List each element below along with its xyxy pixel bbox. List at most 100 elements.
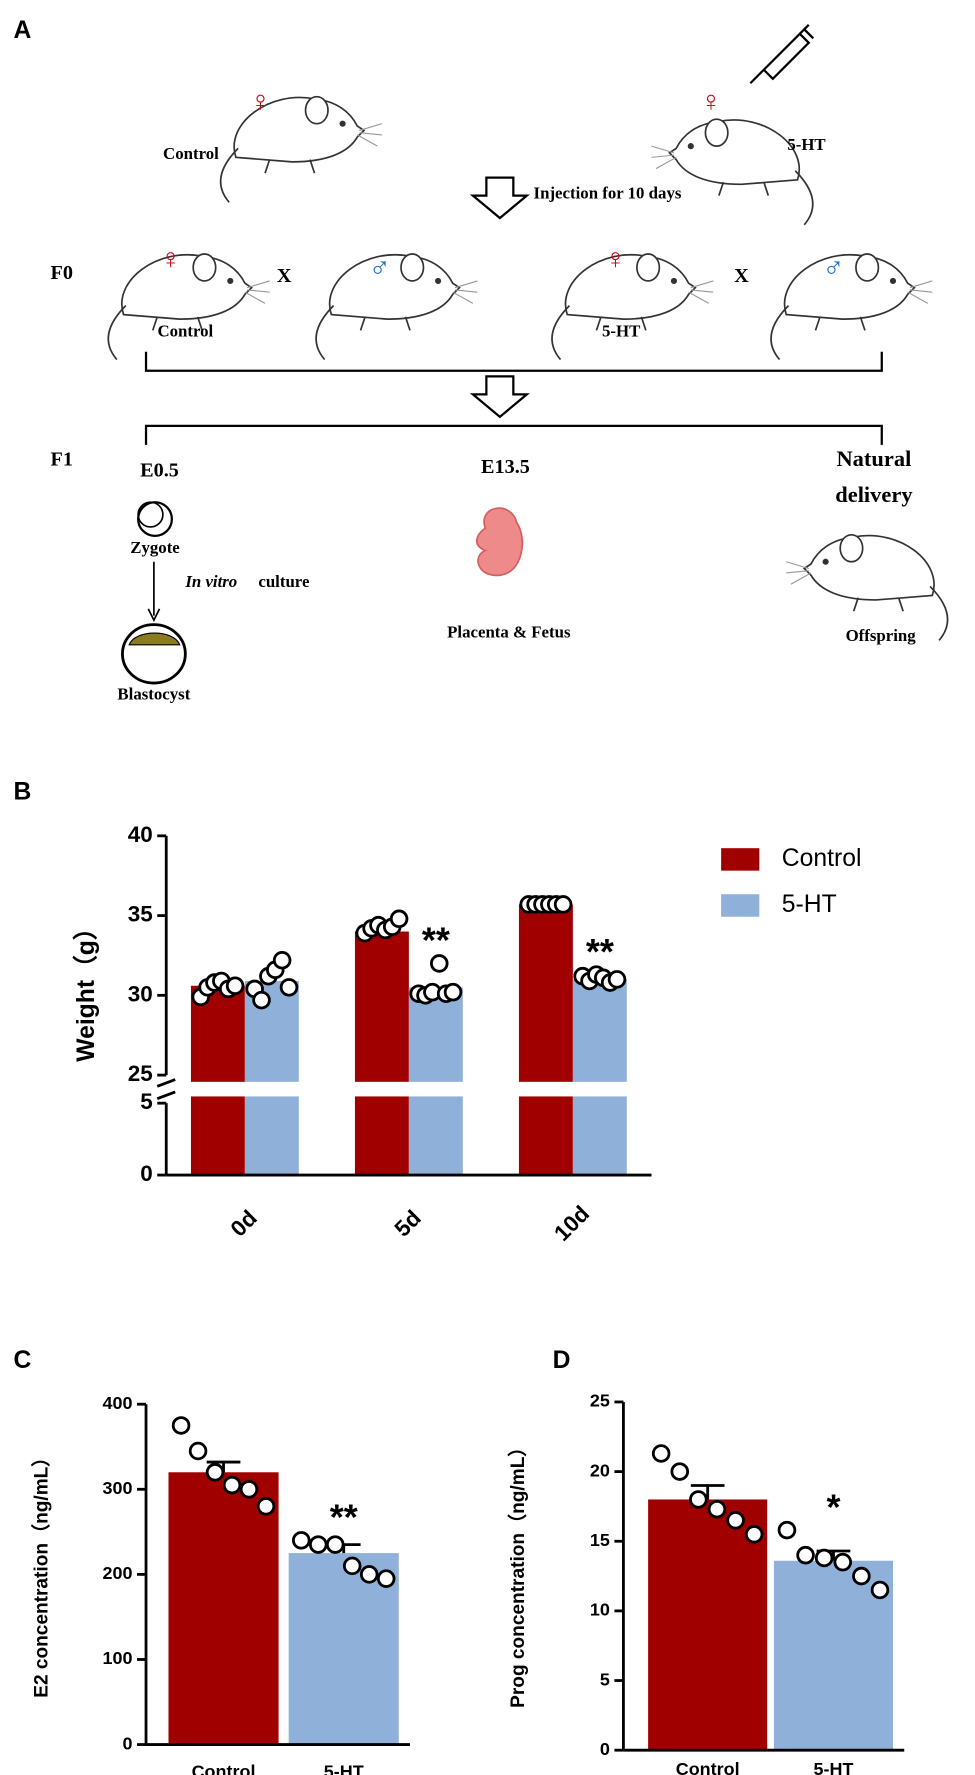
data-point (342, 1556, 362, 1576)
data-point (256, 1497, 276, 1516)
x-tick-label: 0d (226, 1205, 262, 1241)
zygote-icon (137, 501, 173, 538)
mouse-icon (219, 95, 383, 204)
y-tick-label: 100 (103, 1648, 133, 1668)
y-tick-label: 10 (590, 1600, 610, 1620)
data-point (308, 1535, 328, 1554)
data-point (670, 1462, 690, 1481)
label: Blastocyst (117, 684, 190, 703)
female-symbol: ♀ (160, 243, 182, 275)
stage-label: E13.5 (481, 456, 530, 478)
y-tick-label: 300 (103, 1478, 133, 1498)
data-point (188, 1441, 208, 1461)
panel-label: D (553, 1347, 571, 1374)
data-point (852, 1566, 871, 1586)
bracket (144, 351, 883, 372)
legend-swatch (721, 894, 760, 917)
label: Control (163, 144, 219, 163)
bar (354, 931, 409, 1176)
data-point (252, 990, 271, 1010)
data-point (205, 1463, 225, 1482)
significance-label: ** (330, 1497, 358, 1538)
x-tick-label: 5-HT (324, 1761, 364, 1775)
y-tick-label: 25 (590, 1391, 610, 1411)
y-axis-label: Weight（g） (71, 915, 100, 1061)
bar (244, 980, 299, 1176)
y-axis-label: E2 concentration（ng/mL） (30, 1448, 53, 1698)
bar (518, 904, 573, 1176)
panel-a: A ♀ Control ♀ 5-HT Injection for 10 days… (13, 17, 949, 703)
y-tick-label: 40 (128, 822, 153, 847)
label: Offspring (846, 626, 917, 645)
male-symbol: ♂ (369, 252, 391, 284)
y-tick-label: 15 (590, 1530, 610, 1550)
bar (190, 985, 245, 1176)
zygote-icon (137, 501, 164, 528)
female-symbol: ♀ (700, 86, 722, 118)
data-point (272, 950, 292, 970)
data-point (291, 1531, 311, 1550)
label: Injection for 10 days (534, 183, 682, 202)
y-tick-label: 0 (123, 1733, 133, 1753)
legend-label: Control (782, 845, 862, 872)
fetus-icon (475, 507, 524, 577)
male-symbol: ♂ (823, 252, 845, 284)
x-tick-label: 5-HT (813, 1759, 853, 1775)
data-point (651, 1444, 671, 1463)
y-tick-label: 35 (128, 902, 153, 927)
arrow (471, 176, 528, 220)
x-tick-label: Control (192, 1761, 256, 1775)
label: Zygote (130, 538, 180, 557)
axis-break-mark (156, 1078, 176, 1100)
bar (408, 987, 463, 1176)
label: Placenta & Fetus (447, 622, 571, 641)
arrow (147, 561, 161, 623)
y-tick-label: 5 (600, 1669, 610, 1689)
label: culture (258, 572, 310, 591)
charts: B Weight（g） ** ** 0 5 25 30 35 40 0d 5d 10d Control 5-… (13, 779, 905, 1775)
axis-break-gap (155, 1081, 663, 1097)
data-point (359, 1565, 379, 1584)
y-tick-label: 200 (103, 1563, 133, 1583)
syringe (749, 24, 815, 85)
label: 5-HT (602, 321, 640, 340)
panel-label: A (13, 17, 31, 44)
data-point (707, 1499, 727, 1519)
bar (168, 1472, 279, 1745)
arrow (471, 375, 528, 418)
data-point (222, 1475, 242, 1495)
y-tick-label: 400 (103, 1393, 133, 1413)
data-point (443, 982, 463, 1002)
data-point (429, 954, 449, 973)
bar (648, 1499, 768, 1751)
bar (572, 979, 627, 1176)
panel-label: C (13, 1347, 31, 1374)
mouse-icon (770, 253, 934, 361)
x-tick-label: 10d (549, 1201, 594, 1246)
data-point (796, 1545, 815, 1565)
panel-label: B (13, 779, 31, 806)
y-tick-label: 20 (590, 1460, 610, 1480)
data-point (225, 976, 245, 996)
y-tick-label: 0 (140, 1161, 153, 1186)
x-tick-label: 5d (390, 1205, 426, 1241)
data-point (171, 1416, 191, 1435)
data-point (744, 1525, 764, 1544)
data-point (389, 909, 409, 929)
cross: X (734, 265, 749, 287)
data-point (777, 1520, 797, 1540)
mouse-icon (107, 253, 271, 361)
y-tick-label: 25 (128, 1061, 153, 1086)
significance-label: ** (586, 931, 614, 972)
blastocyst-icon (128, 632, 181, 646)
legend-swatch (721, 848, 760, 871)
cross: X (277, 265, 292, 287)
stage-label: Natural (836, 446, 911, 471)
stage-label: delivery (835, 482, 912, 507)
generation-label: F1 (51, 448, 73, 470)
data-point (607, 970, 627, 989)
data-point (689, 1490, 708, 1509)
bracket (144, 424, 883, 445)
data-point (325, 1535, 345, 1554)
